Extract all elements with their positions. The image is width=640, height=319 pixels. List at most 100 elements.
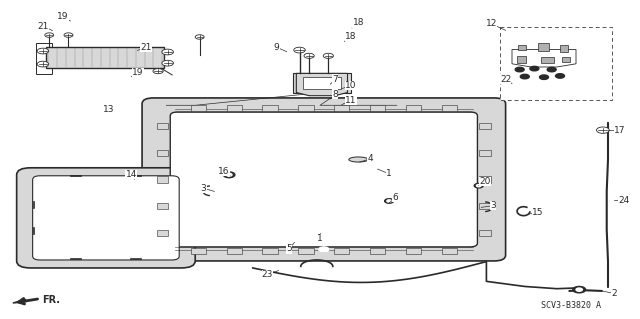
- Text: 1: 1: [387, 169, 392, 178]
- FancyBboxPatch shape: [170, 112, 477, 247]
- Bar: [538, 43, 549, 51]
- Circle shape: [195, 35, 204, 39]
- Circle shape: [162, 49, 173, 55]
- Bar: [262, 248, 278, 254]
- FancyBboxPatch shape: [17, 168, 195, 268]
- Bar: [334, 248, 349, 254]
- Bar: [157, 230, 168, 236]
- Text: 2: 2: [612, 289, 617, 298]
- Circle shape: [576, 288, 582, 291]
- Polygon shape: [13, 299, 26, 303]
- Bar: [157, 176, 168, 182]
- Text: 18: 18: [353, 19, 364, 27]
- Text: 19: 19: [132, 68, 143, 77]
- Bar: [541, 57, 554, 63]
- Bar: [479, 123, 491, 129]
- Bar: [157, 203, 168, 209]
- Circle shape: [37, 48, 49, 54]
- Text: 12: 12: [486, 19, 497, 28]
- Text: 7: 7: [333, 75, 338, 84]
- Bar: [46, 47, 164, 68]
- Text: 10: 10: [345, 81, 356, 90]
- Circle shape: [227, 174, 232, 176]
- Bar: [406, 105, 421, 111]
- Bar: [157, 150, 168, 156]
- Text: 21: 21: [140, 43, 152, 52]
- Bar: [406, 248, 421, 254]
- Text: 5: 5: [287, 244, 292, 253]
- Circle shape: [596, 127, 609, 133]
- Text: 15: 15: [532, 208, 543, 217]
- Text: 6: 6: [393, 193, 398, 202]
- Circle shape: [45, 33, 54, 37]
- Bar: [560, 45, 568, 52]
- Bar: [334, 105, 349, 111]
- Circle shape: [294, 47, 305, 53]
- Bar: [227, 248, 242, 254]
- Text: 20: 20: [479, 177, 491, 186]
- Bar: [479, 150, 491, 156]
- Circle shape: [547, 67, 556, 72]
- Text: 21: 21: [38, 22, 49, 31]
- Bar: [293, 73, 351, 93]
- Circle shape: [387, 200, 392, 202]
- FancyBboxPatch shape: [142, 98, 506, 261]
- Circle shape: [474, 183, 483, 188]
- Bar: [442, 105, 457, 111]
- Ellipse shape: [349, 157, 368, 162]
- Bar: [370, 248, 385, 254]
- Circle shape: [556, 74, 564, 78]
- Bar: [298, 105, 314, 111]
- Polygon shape: [512, 49, 576, 67]
- Circle shape: [162, 60, 173, 66]
- Text: 16: 16: [218, 167, 230, 176]
- Bar: [298, 248, 314, 254]
- Bar: [191, 248, 206, 254]
- Text: 11: 11: [345, 96, 356, 105]
- Circle shape: [515, 67, 524, 72]
- Bar: [303, 77, 341, 89]
- Text: 22: 22: [500, 75, 511, 84]
- Circle shape: [319, 247, 329, 252]
- Circle shape: [323, 53, 333, 58]
- Polygon shape: [296, 73, 348, 96]
- Circle shape: [540, 75, 548, 79]
- Bar: [479, 203, 491, 209]
- Circle shape: [319, 247, 329, 252]
- Circle shape: [476, 184, 481, 187]
- Bar: [157, 123, 168, 129]
- Text: 4: 4: [367, 154, 372, 163]
- Text: 3: 3: [490, 201, 495, 210]
- Bar: [562, 57, 570, 62]
- Text: 14: 14: [125, 170, 137, 179]
- Text: 19: 19: [57, 12, 68, 21]
- Text: 17: 17: [614, 126, 625, 135]
- Circle shape: [153, 69, 163, 74]
- Text: 18: 18: [345, 32, 356, 41]
- Text: 3: 3: [201, 184, 206, 193]
- Text: 13: 13: [103, 105, 115, 114]
- Circle shape: [304, 53, 314, 58]
- Polygon shape: [36, 43, 52, 74]
- Bar: [479, 176, 491, 182]
- Circle shape: [385, 199, 394, 203]
- Bar: [227, 105, 242, 111]
- Text: FR.: FR.: [42, 295, 60, 305]
- Bar: [517, 56, 526, 63]
- FancyBboxPatch shape: [33, 176, 179, 260]
- Text: 8: 8: [333, 90, 338, 99]
- Circle shape: [37, 61, 49, 67]
- Text: 9: 9: [274, 43, 279, 52]
- Bar: [518, 45, 526, 50]
- Bar: [191, 105, 206, 111]
- Bar: [262, 105, 278, 111]
- Bar: [500, 27, 612, 100]
- Circle shape: [573, 286, 586, 293]
- Bar: [442, 248, 457, 254]
- Circle shape: [520, 74, 529, 79]
- Circle shape: [223, 172, 235, 178]
- Text: 24: 24: [618, 196, 630, 205]
- Circle shape: [530, 66, 539, 71]
- Text: 1: 1: [317, 234, 323, 243]
- Text: SCV3-B3820 A: SCV3-B3820 A: [541, 301, 601, 310]
